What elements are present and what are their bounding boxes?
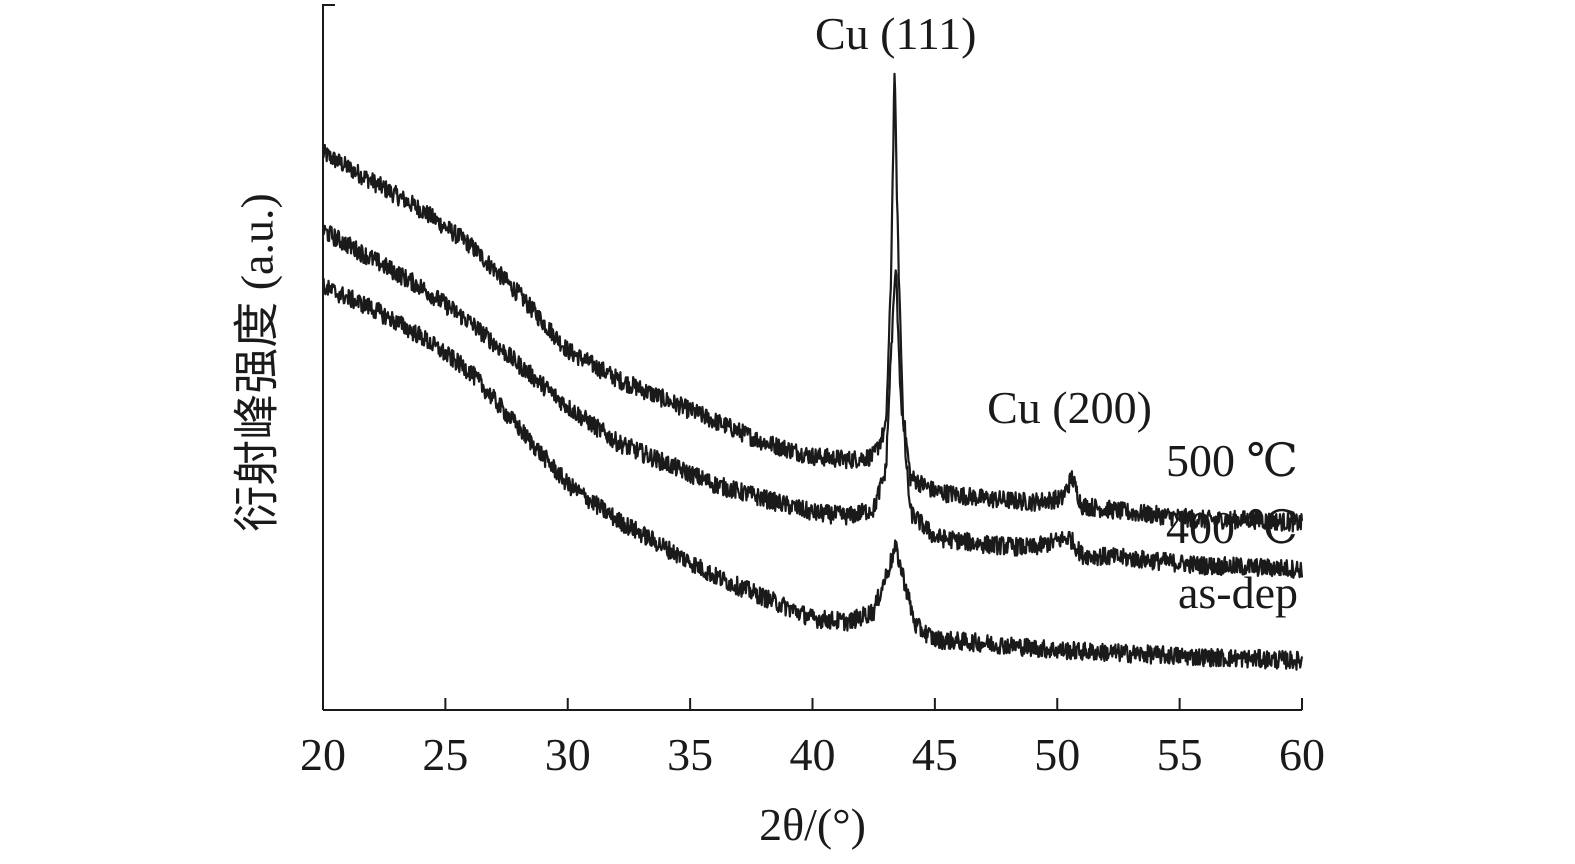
series-label-2: as-dep <box>1178 567 1298 618</box>
x-ticks: 20 25 30 35 40 45 50 55 60 <box>300 698 1325 780</box>
y-axis-line <box>322 4 335 710</box>
series-label-0: 500 ℃ <box>1166 435 1298 486</box>
x-tick-label: 55 <box>1157 729 1203 780</box>
x-tick-label: 30 <box>545 729 591 780</box>
x-tick-label: 25 <box>422 729 468 780</box>
annotations: Cu (111) Cu (200) <box>815 8 1152 433</box>
peak-annotation-0: Cu (111) <box>815 8 976 59</box>
x-tick-label: 50 <box>1034 729 1080 780</box>
series-line-1 <box>321 224 1304 579</box>
x-tick-label: 20 <box>300 729 346 780</box>
x-tick-label: 35 <box>667 729 713 780</box>
peak-annotation-1: Cu (200) <box>987 382 1152 433</box>
y-axis-label: 衍射峰强度 (a.u.) <box>232 193 283 532</box>
series-line-2 <box>321 277 1304 671</box>
axes: 20 25 30 35 40 45 50 55 60 <box>300 4 1325 780</box>
series-line-0 <box>321 72 1304 533</box>
x-tick-label: 45 <box>912 729 958 780</box>
series-group: 500 ℃ 400 ℃ as-dep <box>321 72 1304 671</box>
x-tick-label: 60 <box>1279 729 1325 780</box>
series-label-1: 400 ℃ <box>1166 502 1298 553</box>
x-tick-label: 40 <box>790 729 836 780</box>
x-axis-label: 2θ/(°) <box>759 799 866 850</box>
